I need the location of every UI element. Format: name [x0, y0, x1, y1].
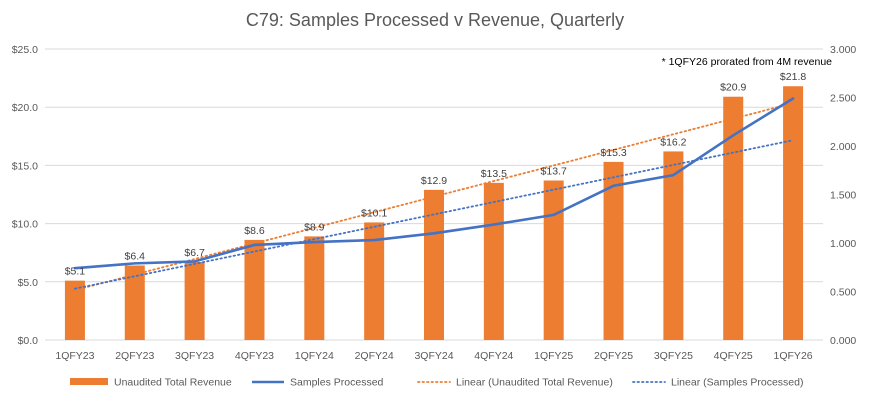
- revenue-bar: [663, 151, 684, 340]
- revenue-bars: [64, 86, 804, 340]
- x-tick-label: 3QFY23: [175, 350, 214, 362]
- x-tick-label: 2QFY23: [115, 350, 154, 362]
- y-right-tick-label: 1.000: [830, 238, 856, 250]
- footnote: * 1QFY26 prorated from 4M revenue: [662, 56, 833, 68]
- revenue-bar: [603, 161, 624, 340]
- legend-label-revenue: Unaudited Total Revenue: [114, 377, 232, 389]
- revenue-bar: [244, 239, 265, 340]
- x-tick-label: 1QFY23: [55, 350, 94, 362]
- y-right-tick-label: 2.000: [830, 141, 856, 153]
- revenue-bar: [184, 262, 205, 340]
- y-right-tick-label: 0.500: [830, 287, 856, 299]
- bar-value-label: $5.1: [65, 266, 86, 278]
- y-left-tick-label: $5.0: [18, 277, 39, 289]
- x-tick-label: 2QFY25: [594, 350, 633, 362]
- revenue-trendline: [74, 102, 794, 292]
- legend: Unaudited Total Revenue Samples Processed…: [70, 377, 803, 389]
- bar-value-label: $12.9: [421, 175, 447, 187]
- bar-value-label: $15.3: [600, 147, 626, 159]
- y-right-tick-label: 1.500: [830, 190, 856, 202]
- revenue-bar: [124, 265, 145, 340]
- bar-value-label: $13.5: [481, 168, 507, 180]
- bar-value-label: $6.4: [125, 251, 146, 263]
- legend-swatch-revenue: [70, 378, 108, 385]
- bar-value-label: $8.9: [304, 221, 325, 233]
- bar-value-label: $8.6: [244, 225, 265, 237]
- x-tick-label: 3QFY24: [414, 350, 453, 362]
- revenue-bar: [543, 180, 564, 340]
- y-right-tick-label: 0.000: [830, 335, 856, 347]
- revenue-bar: [64, 280, 85, 340]
- samples-processed-line: [73, 97, 795, 270]
- x-tick-label: 3QFY25: [654, 350, 693, 362]
- axis-labels: $0.0 $5.0 $10.0 $15.0 $20.0 $25.0 0.000 0.500 1.…: [12, 44, 857, 362]
- x-tick-label: 4QFY23: [235, 350, 274, 362]
- bar-value-label: $6.7: [184, 247, 205, 259]
- chart-title: C79: Samples Processed v Revenue, Quarte…: [246, 10, 624, 30]
- x-tick-label: 4QFY24: [474, 350, 513, 362]
- y-left-tick-label: $10.0: [12, 219, 38, 231]
- revenue-bar: [424, 189, 444, 340]
- revenue-bar: [483, 182, 504, 340]
- revenue-bar: [783, 86, 804, 340]
- y-left-tick-label: $0.0: [18, 335, 39, 347]
- bar-value-label: $20.9: [720, 82, 746, 94]
- bar-value-label: $10.1: [361, 207, 387, 219]
- bar-value-label: $21.8: [780, 71, 806, 83]
- x-tick-label: 1QFY25: [534, 350, 573, 362]
- x-tick-label: 1QFY24: [295, 350, 334, 362]
- y-left-tick-label: $15.0: [12, 160, 38, 172]
- samples-trendline: [74, 139, 794, 290]
- trendlines: [74, 102, 794, 292]
- y-right-tick-label: 3.000: [830, 44, 856, 56]
- y-left-tick-label: $25.0: [12, 44, 38, 56]
- y-left-tick-label: $20.0: [12, 102, 38, 114]
- data-labels: $5.1 $6.4 $6.7 $8.6 $8.9 $10.1 $12.9 $13.5 $13.7…: [65, 71, 807, 277]
- y-right-tick-label: 2.500: [830, 93, 856, 105]
- samples-line: [73, 97, 795, 270]
- revenue-bar: [723, 96, 744, 340]
- revenue-bar: [304, 236, 325, 340]
- revenue-bar: [364, 222, 385, 340]
- x-tick-label: 2QFY24: [355, 350, 394, 362]
- x-tick-label: 4QFY25: [714, 350, 753, 362]
- legend-label-samples-trend: Linear (Samples Processed): [671, 377, 803, 389]
- bar-value-label: $13.7: [541, 166, 567, 178]
- legend-label-samples: Samples Processed: [290, 377, 384, 389]
- legend-label-revenue-trend: Linear (Unaudited Total Revenue): [456, 377, 613, 389]
- bar-value-label: $16.2: [660, 136, 686, 148]
- x-tick-label: 1QFY26: [774, 350, 813, 362]
